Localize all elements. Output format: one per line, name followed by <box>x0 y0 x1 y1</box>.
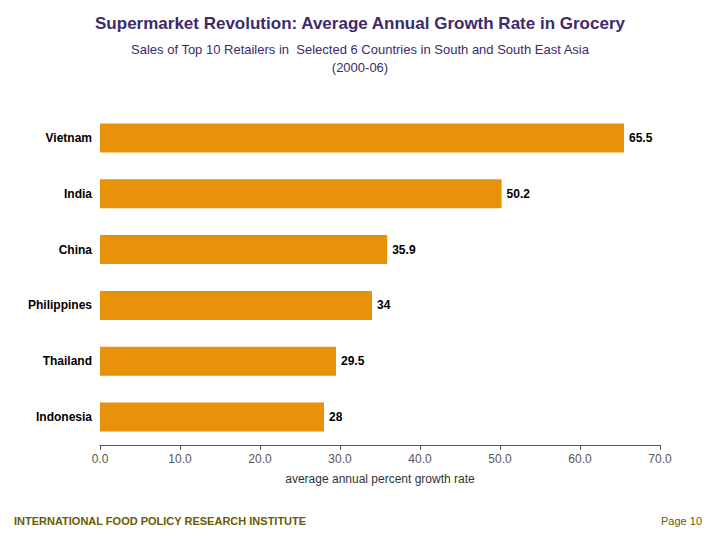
svg-text:20.0: 20.0 <box>248 452 272 466</box>
svg-text:50.2: 50.2 <box>507 187 531 201</box>
svg-text:35.9: 35.9 <box>392 243 416 257</box>
svg-text:10.0: 10.0 <box>168 452 192 466</box>
svg-text:Vietnam: Vietnam <box>46 131 92 145</box>
svg-text:Sales of Top 10 Retailers in: Sales of Top 10 Retailers in Selected 6 … <box>131 42 590 57</box>
svg-text:Indonesia: Indonesia <box>36 410 92 424</box>
svg-text:Supermarket Revolution: Averag: Supermarket Revolution: Average Annual G… <box>95 14 625 33</box>
svg-text:India: India <box>64 187 92 201</box>
svg-text:60.0: 60.0 <box>568 452 592 466</box>
svg-text:0.0: 0.0 <box>92 452 109 466</box>
svg-text:29.5: 29.5 <box>341 354 365 368</box>
svg-text:50.0: 50.0 <box>488 452 512 466</box>
svg-text:INTERNATIONAL FOOD POLICY RESE: INTERNATIONAL FOOD POLICY RESEARCH INSTI… <box>14 515 306 527</box>
svg-text:70.0: 70.0 <box>648 452 672 466</box>
svg-text:Philippines: Philippines <box>28 298 92 312</box>
svg-text:28: 28 <box>329 410 343 424</box>
svg-text:Thailand: Thailand <box>43 354 92 368</box>
svg-text:average annual percent growth: average annual percent growth rate <box>285 472 475 486</box>
svg-text:65.5: 65.5 <box>629 131 653 145</box>
svg-text:34: 34 <box>377 298 391 312</box>
svg-text:(2000-06): (2000-06) <box>332 60 388 75</box>
svg-text:Page 10: Page 10 <box>661 515 702 527</box>
svg-text:30.0: 30.0 <box>328 452 352 466</box>
svg-text:China: China <box>59 243 93 257</box>
svg-text:40.0: 40.0 <box>408 452 432 466</box>
